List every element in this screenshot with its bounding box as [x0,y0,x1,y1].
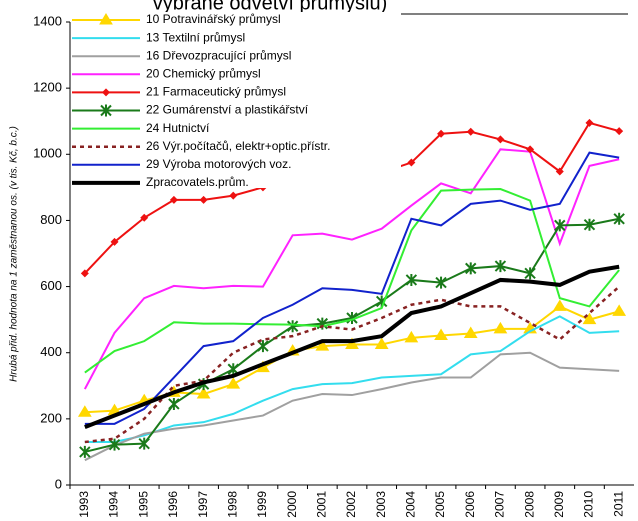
marker [140,213,149,222]
marker [102,88,110,97]
x-tick-label: 2009 [552,491,566,518]
legend-label: 13 Textilní průmysl [146,30,245,44]
y-tick-label: 800 [40,212,62,227]
marker [583,218,596,231]
marker [434,328,448,341]
marker [585,118,594,127]
legend-label: 21 Farmaceutický průmysl [146,85,286,99]
x-tick-label: 2005 [433,491,447,518]
marker [169,195,178,204]
marker [465,262,477,275]
marker [493,321,508,334]
marker [138,437,150,450]
x-tick-label: 1999 [255,491,269,518]
x-tick-label: 2002 [344,491,358,518]
legend-label: 16 Dřevozpracující průmysl [146,48,291,62]
x-tick-label: 1993 [77,491,91,518]
y-tick-label: 400 [40,344,62,359]
marker [257,340,269,353]
legend-label: 20 Chemický průmysl [146,66,261,80]
marker [110,237,119,246]
marker [612,304,627,316]
y-tick-label: 1400 [33,13,62,28]
marker [404,330,419,343]
x-tick-label: 1995 [136,491,150,518]
x-tick-label: 2011 [611,491,625,517]
marker [374,337,389,349]
marker [405,273,418,286]
x-tick-label: 1998 [225,491,239,518]
marker [615,127,624,136]
legend-label: 24 Hutnictví [146,121,210,135]
marker [463,326,478,339]
marker [552,299,567,311]
legend-label: 10 Potravinářský průmysl [146,12,281,26]
marker [555,167,564,176]
x-tick-label: 2006 [463,491,477,518]
chart-title: vybrané odvětví průmyslu) [153,0,388,14]
marker [526,145,535,154]
marker [554,219,566,232]
series-line [84,188,620,374]
marker [437,129,446,138]
marker [229,191,238,200]
x-tick-label: 2008 [522,491,536,518]
x-tick-label: 2003 [374,491,388,518]
legend-label: 22 Gumárenství a plastikářství [146,103,309,117]
x-tick-label: 1996 [166,491,180,518]
marker [524,267,536,280]
series-line [84,264,620,429]
marker [466,127,475,136]
marker [100,104,112,117]
marker [226,377,241,389]
legend-label: 26 Výr.počítačů, elektr+optic.přístr. [146,139,330,153]
x-tick-label: 2000 [285,491,299,518]
marker [435,276,447,289]
marker [199,195,208,204]
marker [286,320,299,333]
marker [79,445,91,458]
marker [494,260,507,273]
y-tick-label: 1200 [33,80,62,95]
marker [315,339,330,351]
y-tick-label: 1000 [33,146,62,161]
marker [196,387,211,399]
x-tick-label: 2001 [314,491,328,518]
series-line [84,315,620,444]
marker [582,312,597,325]
x-tick-label: 2004 [404,491,418,518]
legend-label: 29 Výroba motorových voz. [146,157,291,171]
marker [407,158,416,167]
marker [613,212,625,225]
marker [108,438,121,451]
x-tick-label: 2007 [493,491,507,518]
legend-label: Zpracovatels.prům. [146,175,249,189]
series-line [84,285,620,444]
marker [496,135,505,144]
y-tick-label: 200 [40,410,62,425]
x-tick-label: 1994 [107,491,121,518]
marker [99,13,113,25]
series-line [84,151,620,425]
series-line [84,217,620,453]
y-axis-label: Hrubá přid. hodnota na 1 zaměstnanou os.… [9,126,20,382]
x-tick-label: 2010 [582,491,596,518]
marker [345,337,359,349]
marker [77,405,92,417]
y-tick-label: 0 [55,476,62,491]
legend-box [71,12,401,188]
marker [80,269,89,278]
marker [168,397,180,410]
x-tick-label: 1997 [196,491,210,518]
series-line [84,351,620,462]
y-tick-label: 600 [40,278,62,293]
